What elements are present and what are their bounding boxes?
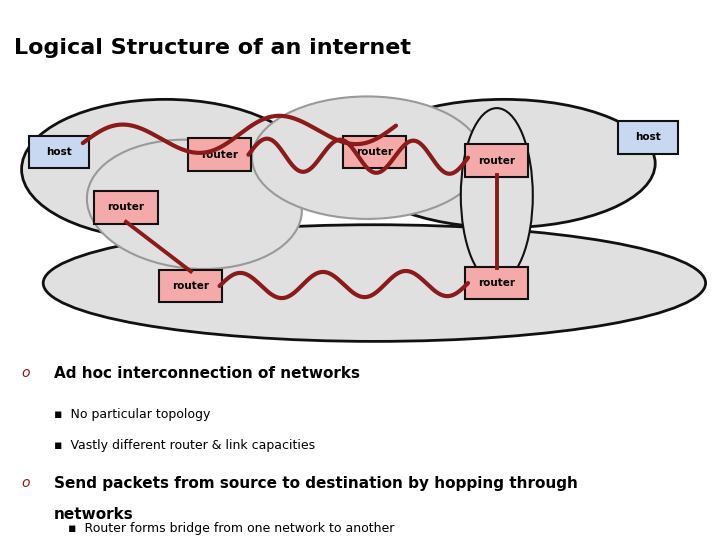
- FancyBboxPatch shape: [159, 269, 222, 302]
- Text: router: router: [356, 147, 393, 157]
- Text: router: router: [172, 281, 210, 291]
- Text: ▪  Vastly different router & link capacities: ▪ Vastly different router & link capacit…: [54, 439, 315, 452]
- Text: router: router: [478, 156, 516, 166]
- FancyBboxPatch shape: [343, 136, 406, 168]
- Text: ▪  Router forms bridge from one network to another: ▪ Router forms bridge from one network t…: [68, 522, 395, 535]
- FancyBboxPatch shape: [465, 144, 528, 177]
- FancyBboxPatch shape: [618, 121, 678, 153]
- Text: Carnegie Mellon: Carnegie Mellon: [622, 5, 711, 15]
- Text: Ad hoc interconnection of networks: Ad hoc interconnection of networks: [54, 366, 360, 381]
- Text: Send packets from source to destination by hopping through: Send packets from source to destination …: [54, 476, 578, 491]
- Text: router: router: [478, 278, 516, 288]
- Text: host: host: [46, 147, 72, 157]
- Ellipse shape: [461, 108, 533, 283]
- Text: host: host: [635, 132, 661, 142]
- Ellipse shape: [87, 140, 302, 269]
- FancyBboxPatch shape: [188, 138, 251, 171]
- Text: o: o: [22, 366, 30, 380]
- Text: router: router: [107, 202, 145, 212]
- FancyBboxPatch shape: [29, 136, 89, 168]
- Text: Logical Structure of an internet: Logical Structure of an internet: [14, 38, 411, 58]
- Ellipse shape: [22, 99, 310, 239]
- FancyBboxPatch shape: [94, 191, 158, 224]
- Text: router: router: [201, 150, 238, 160]
- Text: ▪  No particular topology: ▪ No particular topology: [54, 408, 210, 421]
- Ellipse shape: [43, 225, 706, 341]
- Ellipse shape: [353, 99, 655, 228]
- Text: o: o: [22, 476, 30, 490]
- Ellipse shape: [252, 97, 482, 219]
- FancyBboxPatch shape: [465, 267, 528, 299]
- Text: networks: networks: [54, 507, 134, 522]
